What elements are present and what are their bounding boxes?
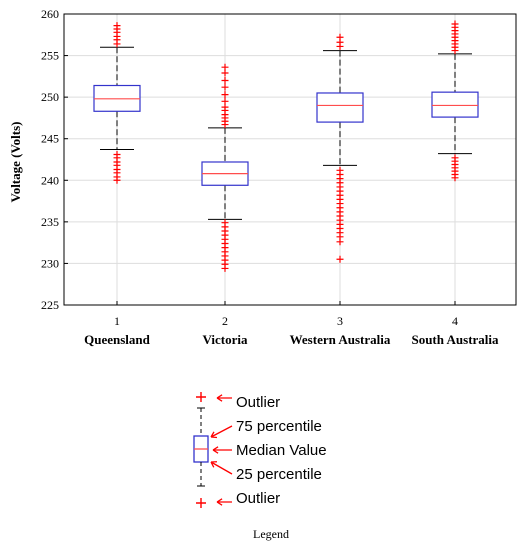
x-category-label: Victoria <box>203 332 248 347</box>
y-tick-label: 260 <box>41 7 59 21</box>
outlier-marker-high <box>221 91 229 99</box>
legend-outlier-top-marker <box>196 392 206 402</box>
plot-frame <box>63 13 517 306</box>
x-category-label: Western Australia <box>290 332 391 347</box>
x-tick-number: 2 <box>222 314 228 328</box>
outlier-marker-high <box>221 63 229 71</box>
legend-caption: Legend <box>253 527 289 541</box>
x-category-label: Queensland <box>84 332 151 347</box>
legend-25-percentile-label: 25 percentile <box>236 466 322 483</box>
x-tick-number: 3 <box>337 314 343 328</box>
legend-median-label: Median Value <box>236 442 327 459</box>
outlier-marker-low <box>113 151 121 159</box>
y-tick-label: 230 <box>41 256 59 270</box>
outlier-marker-high <box>221 77 229 85</box>
y-tick-label: 240 <box>41 173 59 187</box>
x-category-label: South Australia <box>411 332 499 347</box>
y-tick-label: 235 <box>41 215 59 229</box>
y-tick-label: 255 <box>41 49 59 63</box>
iqr-box <box>431 91 479 118</box>
iqr-box <box>316 92 364 123</box>
outlier-marker-low <box>336 166 344 174</box>
legend-outlier-bottom-marker <box>196 498 206 508</box>
outlier-marker-low <box>336 255 344 263</box>
outlier-marker-high <box>113 22 121 30</box>
outlier-marker-high <box>221 83 229 91</box>
legend-arrow-outlier-top <box>216 394 232 402</box>
y-tick-label: 245 <box>41 132 59 146</box>
outlier-marker-low <box>451 154 459 162</box>
legend-arrow-median <box>212 446 232 454</box>
outlier-marker-high <box>451 20 459 28</box>
y-axis-title: Voltage (Volts) <box>8 121 23 202</box>
outlier-marker-high <box>336 33 344 41</box>
legend-outlier-top-label: Outlier <box>236 394 280 411</box>
plot-area: 225 230 235 240 245 250 255 260 1 Queensland 2 Vict… <box>41 7 517 347</box>
outlier-marker-low <box>221 219 229 227</box>
outlier-marker-high <box>221 97 229 105</box>
legend-arrow-25-percentile <box>210 461 233 475</box>
legend-arrow-75-percentile <box>210 425 233 439</box>
y-tick-label: 250 <box>41 90 59 104</box>
legend-75-percentile-label: 75 percentile <box>236 418 322 435</box>
x-tick-number: 1 <box>114 314 120 328</box>
legend: Outlier 75 percentile Median Value 25 pe… <box>193 392 327 541</box>
x-tick-number: 4 <box>452 314 458 328</box>
legend-outlier-bottom-label: Outlier <box>236 490 280 507</box>
legend-arrow-outlier-bottom <box>216 498 232 506</box>
y-tick-label: 225 <box>41 298 59 312</box>
